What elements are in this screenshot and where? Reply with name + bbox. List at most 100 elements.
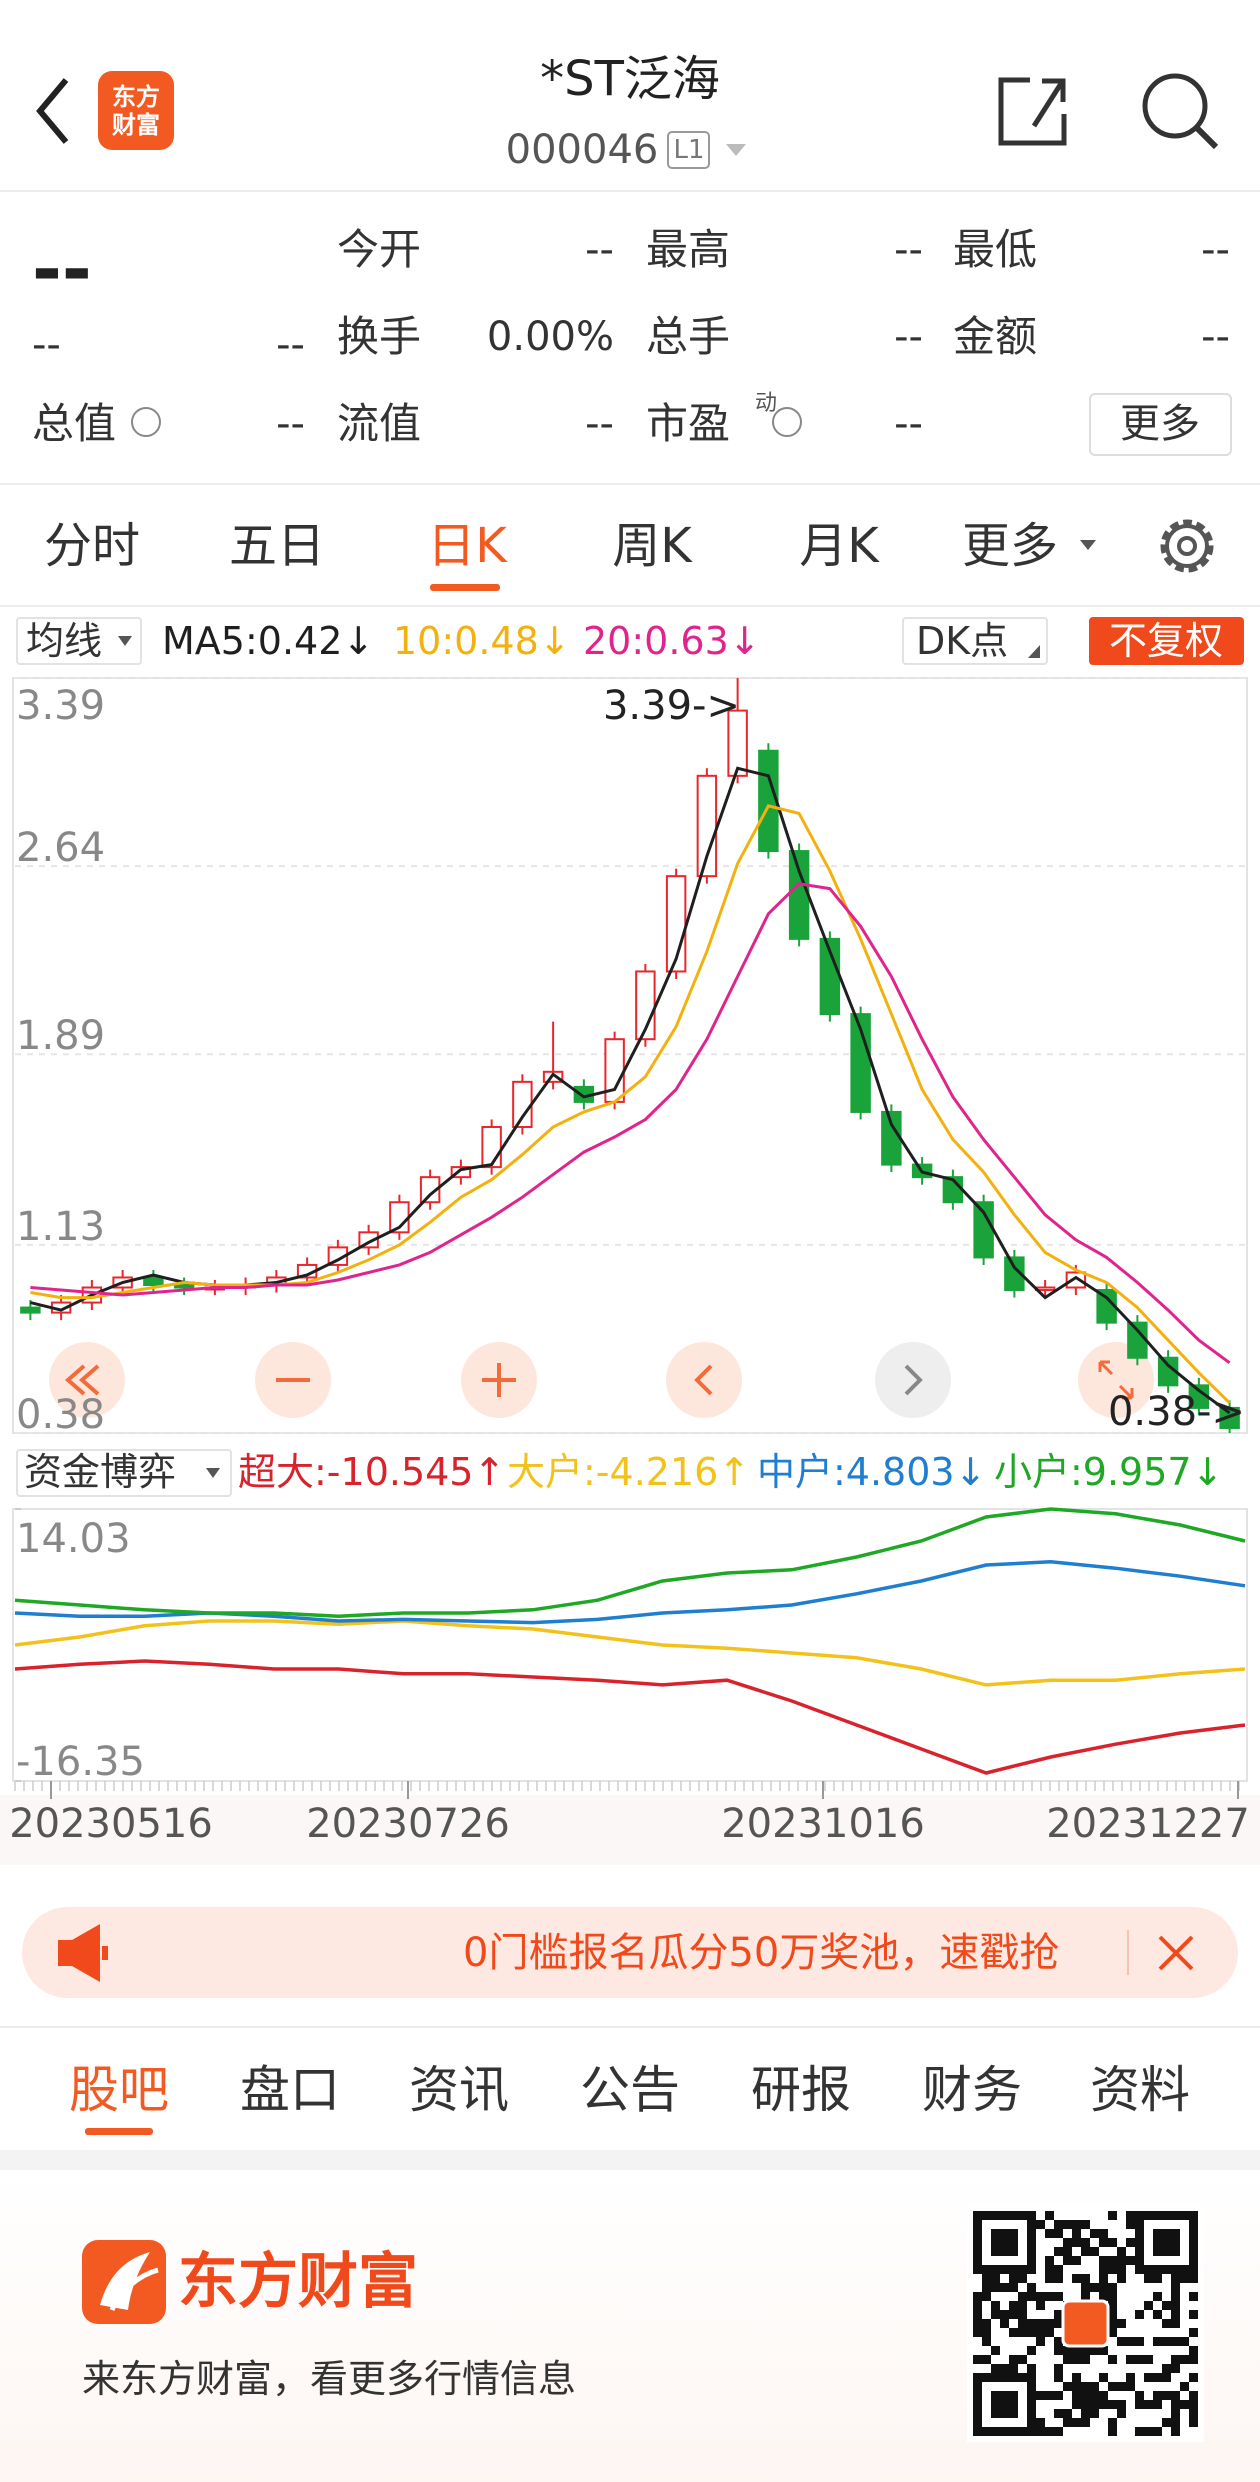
candle-body <box>20 1306 41 1314</box>
field-value: 0.00% <box>486 314 614 360</box>
qr-module <box>1162 2373 1171 2382</box>
banner[interactable] <box>22 1907 1238 1998</box>
qr-module <box>1117 2382 1126 2391</box>
qr-module <box>1018 2301 1027 2310</box>
section-tab[interactable]: 盘口 <box>240 2061 340 2119</box>
gear-icon[interactable] <box>1160 519 1214 573</box>
change-percent: -- <box>276 322 305 368</box>
qr-module <box>1072 2220 1081 2229</box>
qr-module <box>1099 2274 1108 2283</box>
qr-module <box>1045 2328 1054 2337</box>
qr-module <box>1189 2274 1198 2283</box>
qr-module <box>1108 2292 1117 2301</box>
back-icon[interactable] <box>36 78 69 144</box>
period-tab[interactable]: 五日 <box>228 518 326 574</box>
dk-button[interactable] <box>902 617 1048 665</box>
qr-module <box>1171 2274 1180 2283</box>
zoom-controls[interactable] <box>49 1342 1154 1418</box>
qr-module <box>1063 2346 1072 2355</box>
adjust-button[interactable] <box>1089 617 1244 665</box>
qr-module <box>1054 2373 1063 2382</box>
qr-module <box>1126 2256 1135 2265</box>
qr-module <box>1108 2301 1117 2310</box>
share-icon[interactable] <box>998 77 1067 146</box>
qr-module <box>1072 2355 1081 2364</box>
app-logo <box>98 71 174 150</box>
qr-module <box>1081 2355 1090 2364</box>
period-tab[interactable]: 周K <box>612 518 692 574</box>
field-label: 总值 <box>32 399 117 448</box>
section-tab[interactable]: 股吧 <box>69 2061 169 2119</box>
y-tick-label: 0.38 <box>16 1392 106 1438</box>
qr-logo <box>1061 2299 1110 2348</box>
qr-module <box>1099 2391 1108 2400</box>
info-icon <box>131 407 802 437</box>
field-label: 换手 <box>337 312 422 361</box>
qr-module <box>982 2283 991 2292</box>
qr-module <box>1045 2256 1054 2265</box>
qr-module <box>973 2319 982 2328</box>
qr-module <box>1018 2355 1027 2364</box>
qr-module <box>1063 2247 1072 2256</box>
qr-module <box>1171 2409 1180 2418</box>
qr-module <box>1153 2274 1162 2283</box>
section-tab[interactable]: 资料 <box>1090 2061 1190 2119</box>
adjust-button-label[interactable]: 不复权 <box>1108 619 1224 663</box>
qr-module <box>1018 2274 1027 2283</box>
period-tab[interactable]: 分时 <box>43 518 141 574</box>
field-label: 市盈 <box>646 399 731 448</box>
qr-module <box>1126 2238 1135 2247</box>
legend-entry: 10:0.48↓ <box>393 619 571 663</box>
section-tab[interactable]: 资讯 <box>409 2061 509 2119</box>
qr-module <box>1099 2265 1108 2274</box>
qr-module <box>1054 2229 1063 2238</box>
qr-module <box>1063 2238 1072 2247</box>
qr-module <box>1117 2400 1126 2409</box>
qr-module <box>1027 2364 1036 2373</box>
price-change: -- <box>32 322 61 368</box>
banner-text-clip: 0门槛报名瓜分50万奖池，速戳抢 <box>463 1922 1120 1984</box>
qr-module <box>1063 2409 1072 2418</box>
qr-module <box>1126 2211 1135 2220</box>
qr-module <box>1063 2256 1072 2265</box>
section-tab[interactable]: 公告 <box>580 2061 680 2119</box>
qr-module <box>1009 2301 1018 2310</box>
section-tab[interactable]: 财务 <box>922 2061 1022 2119</box>
plot-frame <box>12 677 1248 1434</box>
dk-button-label[interactable]: DK点 <box>916 619 1009 663</box>
date-axis-bg <box>0 1795 1260 1865</box>
qr-module <box>1072 2346 1081 2355</box>
candle-body <box>419 1176 441 1204</box>
fund-menu-label[interactable]: 资金博弈 <box>24 1450 177 1494</box>
more-button-label[interactable]: 更多 <box>1120 401 1200 447</box>
qr-module <box>1108 2265 1117 2274</box>
indicator-menu[interactable] <box>16 617 142 665</box>
fund-menu[interactable] <box>16 1449 232 1497</box>
fund-line <box>14 1619 1246 1687</box>
period-tab[interactable]: 更多 <box>961 518 1059 574</box>
qr-module <box>1099 2238 1108 2247</box>
y-tick-label: 3.39 <box>16 683 106 729</box>
qr-module <box>1009 2310 1018 2319</box>
qr-module <box>1045 2229 1054 2238</box>
more-button[interactable] <box>1089 393 1232 456</box>
indicator-menu-label[interactable]: 均线 <box>26 619 103 663</box>
qr-module <box>1117 2337 1126 2346</box>
period-tab[interactable]: 日K <box>427 518 507 574</box>
qr-module <box>1189 2373 1198 2382</box>
x-tick-label: 20230516 <box>9 1801 213 1847</box>
qr-module <box>1081 2274 1090 2283</box>
period-tab[interactable]: 月K <box>799 518 879 574</box>
legend-entry: 超大:-10.545↑ <box>238 1450 506 1494</box>
y-tick-label: 2.64 <box>16 825 106 872</box>
candle-body <box>512 1080 533 1128</box>
close-icon[interactable] <box>1158 1935 1194 1971</box>
section-tab[interactable]: 研报 <box>751 2061 851 2119</box>
qr-module <box>1144 2274 1153 2283</box>
qr-module <box>982 2274 991 2283</box>
search-handle <box>1194 125 1219 150</box>
logo-text: 东方 <box>112 83 160 111</box>
qr-module <box>1153 2292 1162 2301</box>
search-icon[interactable] <box>1142 73 1208 139</box>
